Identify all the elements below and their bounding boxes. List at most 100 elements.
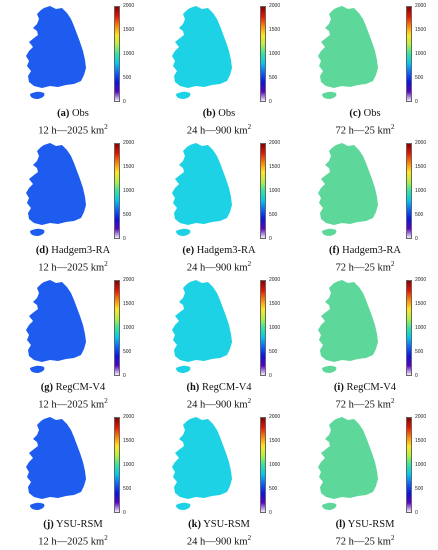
panel-letter: (c) (349, 108, 362, 119)
panel-model: YSU-RSM (345, 519, 395, 530)
korea-mainland (172, 280, 232, 362)
panel-model: Hadgem3-RA (48, 245, 111, 256)
colorbar-ticks: 2000 1500 1000 500 0 (415, 140, 438, 242)
duration-area: 72 h—25 km (335, 536, 391, 548)
colorbar-tick-label: 1000 (123, 51, 135, 57)
duration-area: 12 h—2025 km (38, 262, 105, 274)
jeju-island (30, 365, 45, 373)
colorbar-tick-label: 2000 (269, 414, 281, 420)
panel-subcaption: 24 h—900 km2 (146, 121, 292, 138)
colorbar-ticks: 2000 1500 1000 500 0 (269, 4, 293, 105)
colorbar (260, 280, 266, 376)
colorbar-tick-label: 2000 (269, 140, 281, 146)
panel-caption: (a) Obs (0, 108, 146, 120)
jeju-island (30, 91, 45, 99)
colorbar (114, 417, 120, 513)
colorbar-tick-label: 0 (123, 99, 126, 105)
korea-map (26, 143, 86, 236)
korea-mainland (26, 143, 86, 225)
colorbar (406, 143, 412, 239)
colorbar-tick-label: 0 (415, 373, 418, 379)
korea-mainland (318, 280, 378, 362)
panel-model: Obs (215, 108, 236, 119)
korea-map (318, 280, 378, 373)
colorbar-tick-label: 2000 (415, 140, 427, 146)
map-panel: 2000 1500 1000 500 0 (b) Obs 24 h—900 km2 (146, 0, 292, 137)
colorbar-ticks: 2000 1500 1000 500 0 (269, 140, 293, 242)
colorbar-tick-label: 1000 (415, 51, 427, 57)
colorbar-ticks: 2000 1500 1000 500 0 (123, 4, 147, 105)
unit-superscript: 2 (390, 123, 395, 131)
jeju-island (176, 365, 191, 373)
colorbar-tick-label: 1500 (123, 27, 135, 33)
map-panel: 2000 1500 1000 500 0 (g) RegCM-V4 12 h—2025 km… (0, 274, 146, 411)
colorbar-ticks: 2000 1500 1000 500 0 (415, 415, 438, 516)
colorbar-tick-label: 0 (269, 510, 272, 516)
duration-area: 24 h—900 km (186, 399, 248, 411)
colorbar (260, 417, 266, 513)
panel-caption: (e) Hadgem3-RA (146, 245, 292, 257)
panel-subcaption: 12 h—2025 km2 (0, 121, 146, 138)
colorbar-tick-label: 500 (415, 212, 424, 218)
korea-mainland (318, 417, 378, 499)
colorbar-tick-label: 2000 (269, 277, 281, 283)
panel-letter: (f) (328, 245, 340, 256)
colorbar-tick-label: 0 (269, 236, 272, 242)
panel-subcaption: 72 h—25 km2 (292, 395, 438, 412)
korea-mainland (172, 6, 232, 88)
korea-map (318, 6, 378, 99)
colorbar-tick-label: 1000 (415, 325, 427, 331)
map-panel: 2000 1500 1000 500 0 (j) YSU-RSM 12 h—2025 km2 (0, 411, 146, 548)
korea-map (172, 280, 232, 373)
colorbar-tick-label: 2000 (123, 414, 135, 420)
korea-map (172, 143, 232, 236)
colorbar-tick-label: 500 (415, 75, 424, 81)
panel-model: Hadgem3-RA (339, 245, 402, 256)
colorbar-tick-label: 1500 (123, 301, 135, 307)
panel-letter: (b) (202, 108, 216, 119)
panel-subcaption: 72 h—25 km2 (292, 532, 438, 549)
colorbar-tick-label: 1500 (269, 164, 281, 170)
panel-subcaption: 24 h—900 km2 (146, 395, 292, 412)
panel-model: Hadgem3-RA (194, 245, 256, 256)
panel-model: YSU-RSM (53, 519, 103, 530)
duration-area: 24 h—900 km (186, 125, 248, 137)
colorbar-tick-label: 1000 (123, 188, 135, 194)
unit-superscript: 2 (104, 534, 108, 542)
korea-map (172, 417, 232, 510)
duration-area: 72 h—25 km (335, 399, 391, 411)
jeju-island (322, 91, 337, 99)
panel-model: RegCM-V4 (53, 382, 106, 393)
panel-caption: (d) Hadgem3-RA (0, 245, 146, 257)
jeju-island (176, 91, 191, 99)
colorbar-tick-label: 1000 (269, 462, 281, 468)
colorbar-tick-label: 1500 (415, 27, 427, 33)
panel-subcaption: 72 h—25 km2 (292, 121, 438, 138)
colorbar-tick-label: 0 (415, 236, 418, 242)
colorbar-ticks: 2000 1500 1000 500 0 (269, 414, 293, 516)
colorbar-ticks: 2000 1500 1000 500 0 (269, 277, 293, 379)
colorbar-tick-label: 2000 (415, 277, 427, 283)
colorbar (406, 417, 412, 513)
colorbar (114, 6, 120, 102)
korea-map (26, 6, 86, 99)
colorbar-tick-label: 1000 (269, 188, 281, 194)
panel-caption: (j) YSU-RSM (0, 519, 146, 531)
map-panel: 2000 1500 1000 500 0 (f) Hadgem3-RA 72 h—25 km… (292, 137, 438, 274)
korea-mainland (172, 143, 232, 225)
map-panel: 2000 1500 1000 500 0 (a) Obs 12 h—2025 km2 (0, 0, 146, 137)
colorbar-ticks: 2000 1500 1000 500 0 (123, 278, 147, 379)
colorbar-tick-label: 1500 (269, 27, 281, 33)
panel-subcaption: 12 h—2025 km2 (0, 532, 146, 549)
panel-letter: (d) (35, 245, 49, 256)
unit-superscript: 2 (104, 123, 108, 131)
jeju-island (322, 502, 337, 510)
colorbar-tick-label: 1000 (415, 462, 427, 468)
panel-caption: (g) RegCM-V4 (0, 382, 146, 394)
colorbar-tick-label: 1000 (123, 325, 135, 331)
colorbar-tick-label: 0 (415, 99, 418, 105)
colorbar-tick-label: 500 (123, 486, 132, 492)
colorbar-tick-label: 0 (415, 510, 418, 516)
colorbar-tick-label: 1500 (415, 164, 427, 170)
